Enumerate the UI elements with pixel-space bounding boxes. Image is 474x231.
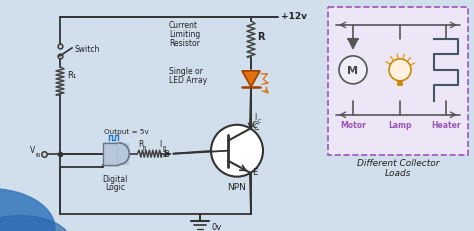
Text: 0v: 0v [212,222,222,231]
Text: Single or: Single or [169,67,203,76]
Text: I: I [254,112,256,121]
Text: I: I [159,139,162,148]
Text: Motor: Motor [340,120,366,129]
Text: B: B [163,145,166,150]
Text: C: C [258,118,261,123]
Text: Different Collector: Different Collector [357,158,439,167]
Text: B: B [164,149,169,158]
Text: E: E [252,167,257,176]
Circle shape [389,60,411,82]
Text: Current: Current [169,21,198,30]
Text: LED Array: LED Array [169,76,207,85]
Text: IN: IN [35,152,40,158]
Text: Limiting: Limiting [169,30,200,39]
Text: +12v: +12v [281,12,307,21]
Text: R: R [138,139,144,148]
Circle shape [339,57,367,85]
Text: Digital: Digital [102,174,128,183]
FancyBboxPatch shape [103,143,118,165]
Bar [398,80,402,85]
Text: Switch: Switch [75,45,100,54]
Text: Loads: Loads [385,168,411,177]
Text: M: M [347,66,358,76]
Text: B: B [142,145,146,150]
Text: Output = 5v: Output = 5v [104,128,149,134]
Text: R: R [257,32,264,42]
Text: V: V [30,146,35,155]
Polygon shape [242,72,260,88]
Circle shape [211,125,263,177]
Ellipse shape [0,189,55,231]
Text: Logic: Logic [105,182,125,191]
Text: Heater: Heater [431,120,461,129]
Polygon shape [348,40,358,50]
Text: NPN: NPN [228,182,246,191]
Ellipse shape [0,216,70,231]
Bar [328,8,468,155]
Text: C: C [254,122,259,131]
Polygon shape [118,143,129,165]
Text: Resistor: Resistor [169,39,200,48]
Text: C: C [252,120,258,129]
Text: Lamp: Lamp [388,120,412,129]
Text: R₁: R₁ [67,70,76,79]
